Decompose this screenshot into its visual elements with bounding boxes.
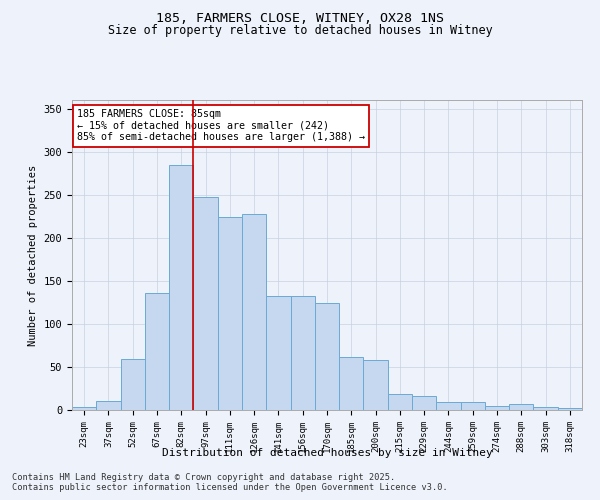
Text: 185 FARMERS CLOSE: 85sqm
← 15% of detached houses are smaller (242)
85% of semi-: 185 FARMERS CLOSE: 85sqm ← 15% of detach…	[77, 110, 365, 142]
Text: Contains public sector information licensed under the Open Government Licence v3: Contains public sector information licen…	[12, 484, 448, 492]
Text: 185, FARMERS CLOSE, WITNEY, OX28 1NS: 185, FARMERS CLOSE, WITNEY, OX28 1NS	[156, 12, 444, 26]
Bar	[339, 356, 364, 410]
Bar	[169, 164, 193, 410]
Text: Size of property relative to detached houses in Witney: Size of property relative to detached ho…	[107, 24, 493, 37]
Bar	[436, 402, 461, 410]
Bar	[72, 408, 96, 410]
Bar	[558, 408, 582, 410]
Bar	[315, 303, 339, 410]
Bar	[218, 217, 242, 410]
Bar	[388, 394, 412, 410]
Bar	[461, 402, 485, 410]
Bar	[290, 296, 315, 410]
Bar	[412, 396, 436, 410]
Bar	[121, 359, 145, 410]
Bar	[193, 198, 218, 410]
Bar	[242, 214, 266, 410]
Bar	[485, 406, 509, 410]
Bar	[266, 296, 290, 410]
Y-axis label: Number of detached properties: Number of detached properties	[28, 164, 38, 346]
Bar	[145, 293, 169, 410]
Bar	[364, 360, 388, 410]
Text: Distribution of detached houses by size in Witney: Distribution of detached houses by size …	[161, 448, 493, 458]
Text: Contains HM Land Registry data © Crown copyright and database right 2025.: Contains HM Land Registry data © Crown c…	[12, 472, 395, 482]
Bar	[509, 404, 533, 410]
Bar	[96, 402, 121, 410]
Bar	[533, 408, 558, 410]
